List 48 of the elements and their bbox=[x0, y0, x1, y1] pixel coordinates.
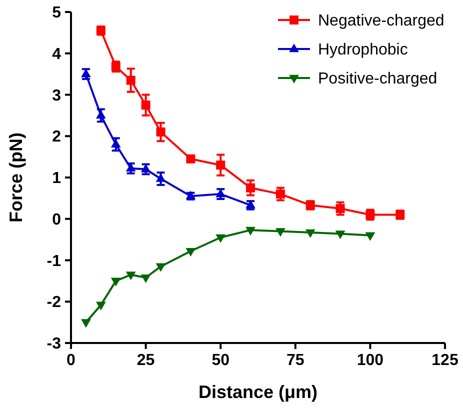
point bbox=[156, 173, 166, 182]
point bbox=[96, 110, 106, 119]
point bbox=[335, 230, 346, 240]
point bbox=[276, 190, 285, 199]
y-tick-label: 0 bbox=[52, 211, 62, 228]
legend-label: Negative-charged bbox=[318, 12, 444, 30]
point bbox=[216, 234, 226, 243]
point bbox=[141, 100, 150, 110]
point bbox=[140, 274, 151, 284]
y-tick-label: 3 bbox=[52, 87, 62, 104]
y-tick-label: 5 bbox=[52, 4, 62, 22]
x-tick-label: 50 bbox=[212, 352, 230, 369]
point bbox=[216, 160, 226, 170]
point bbox=[246, 183, 256, 192]
point bbox=[110, 139, 121, 148]
x-tick-label: 100 bbox=[356, 352, 384, 369]
point bbox=[216, 188, 226, 198]
point bbox=[126, 272, 136, 280]
y-tick-label: -1 bbox=[46, 252, 62, 270]
y-tick-label: 2 bbox=[52, 128, 62, 146]
point bbox=[275, 228, 286, 237]
y-tick-label: 4 bbox=[52, 46, 62, 63]
point bbox=[336, 204, 345, 214]
point bbox=[110, 278, 121, 286]
point bbox=[126, 76, 136, 85]
x-tick-label: 75 bbox=[286, 352, 304, 369]
x-tick-label: 25 bbox=[136, 352, 155, 369]
point bbox=[305, 229, 316, 238]
x-tick-label: 125 bbox=[432, 352, 458, 369]
y-axis-title: Force (pN) bbox=[6, 132, 26, 222]
legend-label: Hydrophobic bbox=[318, 42, 408, 59]
x-axis-title: Distance (μm) bbox=[198, 382, 318, 402]
point bbox=[81, 68, 91, 78]
point bbox=[365, 232, 376, 241]
point bbox=[126, 163, 136, 172]
point bbox=[81, 319, 91, 328]
y-tick-label: -2 bbox=[46, 294, 62, 312]
point bbox=[186, 154, 196, 164]
y-tick-label: -3 bbox=[46, 336, 62, 353]
x-tick-label: 0 bbox=[66, 352, 76, 369]
point bbox=[140, 164, 151, 172]
point bbox=[96, 302, 106, 310]
point bbox=[156, 263, 166, 272]
y-tick-label: 1 bbox=[52, 170, 62, 188]
legend-label: Positive-charged bbox=[318, 70, 438, 88]
point bbox=[186, 248, 196, 257]
point bbox=[246, 226, 256, 236]
point bbox=[156, 127, 166, 136]
